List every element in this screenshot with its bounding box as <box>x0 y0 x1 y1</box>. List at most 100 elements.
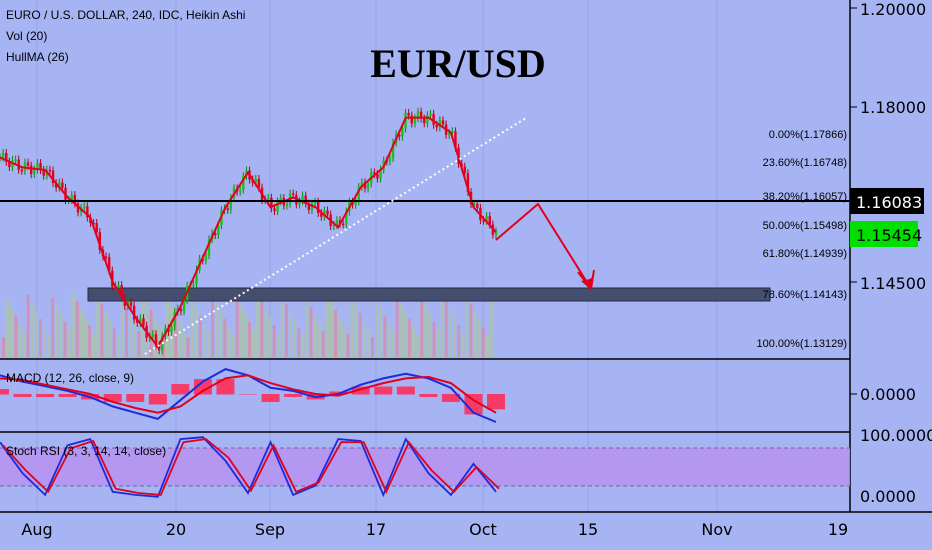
candle-body <box>95 223 98 233</box>
volume-bar <box>116 336 120 357</box>
candle-body <box>214 233 217 236</box>
volume-bar <box>256 293 260 357</box>
candle-body <box>441 120 445 125</box>
candle-body <box>285 203 289 206</box>
stoch-tick-0: 0.0000 <box>860 487 916 506</box>
candle-body <box>226 208 229 210</box>
candle-body <box>20 169 24 172</box>
big-title: EUR/USD <box>370 41 546 86</box>
fib-label-236: 23.60%(1.16748) <box>763 157 847 169</box>
volume-bar <box>211 295 215 357</box>
volume-bar <box>280 296 284 357</box>
volume-bar <box>79 309 83 357</box>
candle-body <box>463 166 467 174</box>
volume-bar <box>395 295 399 357</box>
candle-body <box>217 225 220 236</box>
volume-bar <box>309 307 313 357</box>
volume-bar <box>289 312 292 357</box>
time-tick-aug: Aug <box>21 520 52 539</box>
candle-body <box>267 197 270 200</box>
volume-bar <box>26 295 30 357</box>
candle-body <box>301 195 304 202</box>
candle-body <box>239 189 242 192</box>
volume-bar <box>440 293 444 357</box>
volume-bar <box>149 310 153 357</box>
candle-body <box>279 197 282 202</box>
macd-histogram-bar <box>351 386 370 395</box>
volume-bar <box>448 309 452 357</box>
time-tick-sep: Sep <box>255 520 285 539</box>
candle-body <box>398 134 401 137</box>
volume-bar <box>190 300 194 357</box>
volume-bar <box>399 303 403 357</box>
candle-body <box>401 128 404 137</box>
candle-body <box>207 239 211 256</box>
time-tick-oct: Oct <box>469 520 497 539</box>
volume-bar <box>166 297 169 357</box>
candle-body <box>33 169 36 175</box>
macd-histogram-bar <box>58 394 77 397</box>
candle-body <box>316 201 320 213</box>
volume-bar <box>424 306 428 357</box>
candle-body <box>488 216 491 225</box>
volume-bar <box>293 320 297 357</box>
candle-body <box>157 345 161 351</box>
volume-bar <box>301 336 305 357</box>
candle-body <box>26 162 30 166</box>
macd-histogram-bar <box>487 394 505 410</box>
volume-bar <box>457 325 461 357</box>
candle-body <box>485 216 488 221</box>
macd-histogram-bar <box>0 389 9 395</box>
volume-bar <box>59 314 63 357</box>
volume-bar <box>243 314 247 357</box>
candle-body <box>360 182 364 187</box>
volume-bar <box>235 298 239 357</box>
candle-body <box>179 308 183 312</box>
projection-path <box>495 202 591 288</box>
candle-body <box>373 172 376 175</box>
candle-body <box>5 152 8 162</box>
volume-bar <box>34 311 38 357</box>
volume-bar <box>137 331 141 357</box>
volume-bar <box>354 305 358 357</box>
candle-body <box>313 201 317 204</box>
hull-price-label: 1.15454 <box>856 226 922 245</box>
volume-bar <box>182 329 186 357</box>
price-tick-120: 1.20000 <box>860 0 926 19</box>
fib-label-100: 100.00%(1.13129) <box>756 338 847 350</box>
volume-bar <box>428 314 432 357</box>
volume-bar <box>71 293 75 357</box>
candle-body <box>429 113 432 116</box>
volume-bar <box>334 310 338 357</box>
candle-body <box>29 165 33 175</box>
candle-body <box>454 131 457 148</box>
volume-bar <box>346 334 350 357</box>
candle-body <box>242 176 245 190</box>
price-axis: 1.20000 1.18000 1.14500 1.16083 1.15454 <box>850 0 926 293</box>
support-zone <box>87 287 771 302</box>
candle-body <box>423 118 426 124</box>
candle-body <box>107 257 111 271</box>
volume-bar <box>215 303 219 357</box>
symbol-line: EURO / U.S. DOLLAR, 240, IDC, Heikin Ash… <box>6 8 245 22</box>
candle-body <box>142 318 145 326</box>
volume-bar <box>391 332 395 357</box>
vertical-grid <box>36 0 718 512</box>
volume-bar <box>403 311 407 357</box>
macd-signal-line <box>0 374 497 414</box>
volume-bar <box>178 321 182 357</box>
candle-body <box>86 206 89 218</box>
time-axis: Aug 20 Sep 17 Oct 15 Nov 19 <box>21 520 848 539</box>
macd-label: MACD (12, 26, close, 9) <box>6 371 134 385</box>
candle-body <box>1 152 5 158</box>
fib-label-786: 78.60%(1.14143) <box>763 289 847 301</box>
volume-bar <box>43 327 46 357</box>
candle-body <box>310 203 314 211</box>
volume-bar <box>18 324 22 357</box>
fib-label-382: 38.20%(1.16057) <box>763 191 847 203</box>
candle-body <box>36 163 39 170</box>
indicator-hullma-label: HullMA (26) <box>6 50 69 64</box>
candle-body <box>354 201 357 205</box>
candle-body <box>391 142 395 159</box>
time-tick-15: 15 <box>578 520 598 539</box>
